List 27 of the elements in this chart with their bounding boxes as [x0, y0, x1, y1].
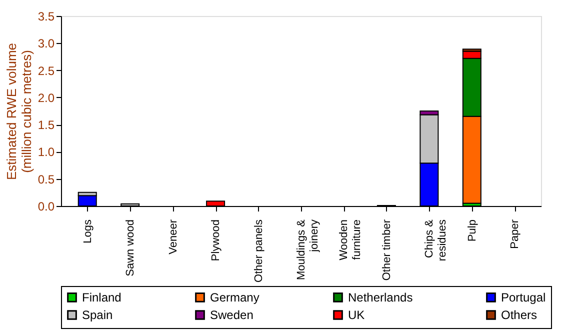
x-tick-label: Other panels: [252, 219, 265, 282]
legend-label: Netherlands: [348, 290, 413, 304]
y-tick-label: 2.0: [38, 90, 55, 105]
x-tick-label: Paper: [509, 219, 522, 249]
y-tick-label: 0.5: [38, 172, 55, 186]
x-tick-label: Sawn wood: [124, 220, 137, 276]
y-tick-label: 3.0: [38, 36, 55, 51]
legend-label: Sweden: [210, 308, 254, 322]
x-tick-label: Chips & residues: [424, 218, 449, 262]
x-tick-label: Pulp: [466, 220, 478, 242]
legend-label: Germany: [210, 290, 260, 304]
legend-label: Finland: [82, 290, 122, 304]
legend-label: Portugal: [501, 290, 546, 304]
y-tick-label: 1.5: [38, 118, 55, 132]
x-tick-label: Veneer: [167, 219, 180, 254]
legend-label: Spain: [82, 308, 113, 322]
x-tick-label: Logs: [82, 219, 94, 244]
legend-label: Others: [501, 308, 538, 322]
y-tick-label: 3.5: [38, 10, 55, 24]
x-tick-label: Mouldings & joinery: [296, 218, 320, 280]
x-tick-label: Plywood: [210, 220, 222, 262]
x-tick-label: Other timber: [380, 219, 393, 281]
y-axis-title: Estimated RWE volume (million cubic metres): [4, 42, 34, 180]
legend-label: UK: [348, 308, 365, 322]
y-tick-label: 0.0: [38, 200, 55, 214]
y-tick-label: 1.0: [38, 145, 55, 160]
y-tick-label: 2.5: [38, 64, 55, 78]
